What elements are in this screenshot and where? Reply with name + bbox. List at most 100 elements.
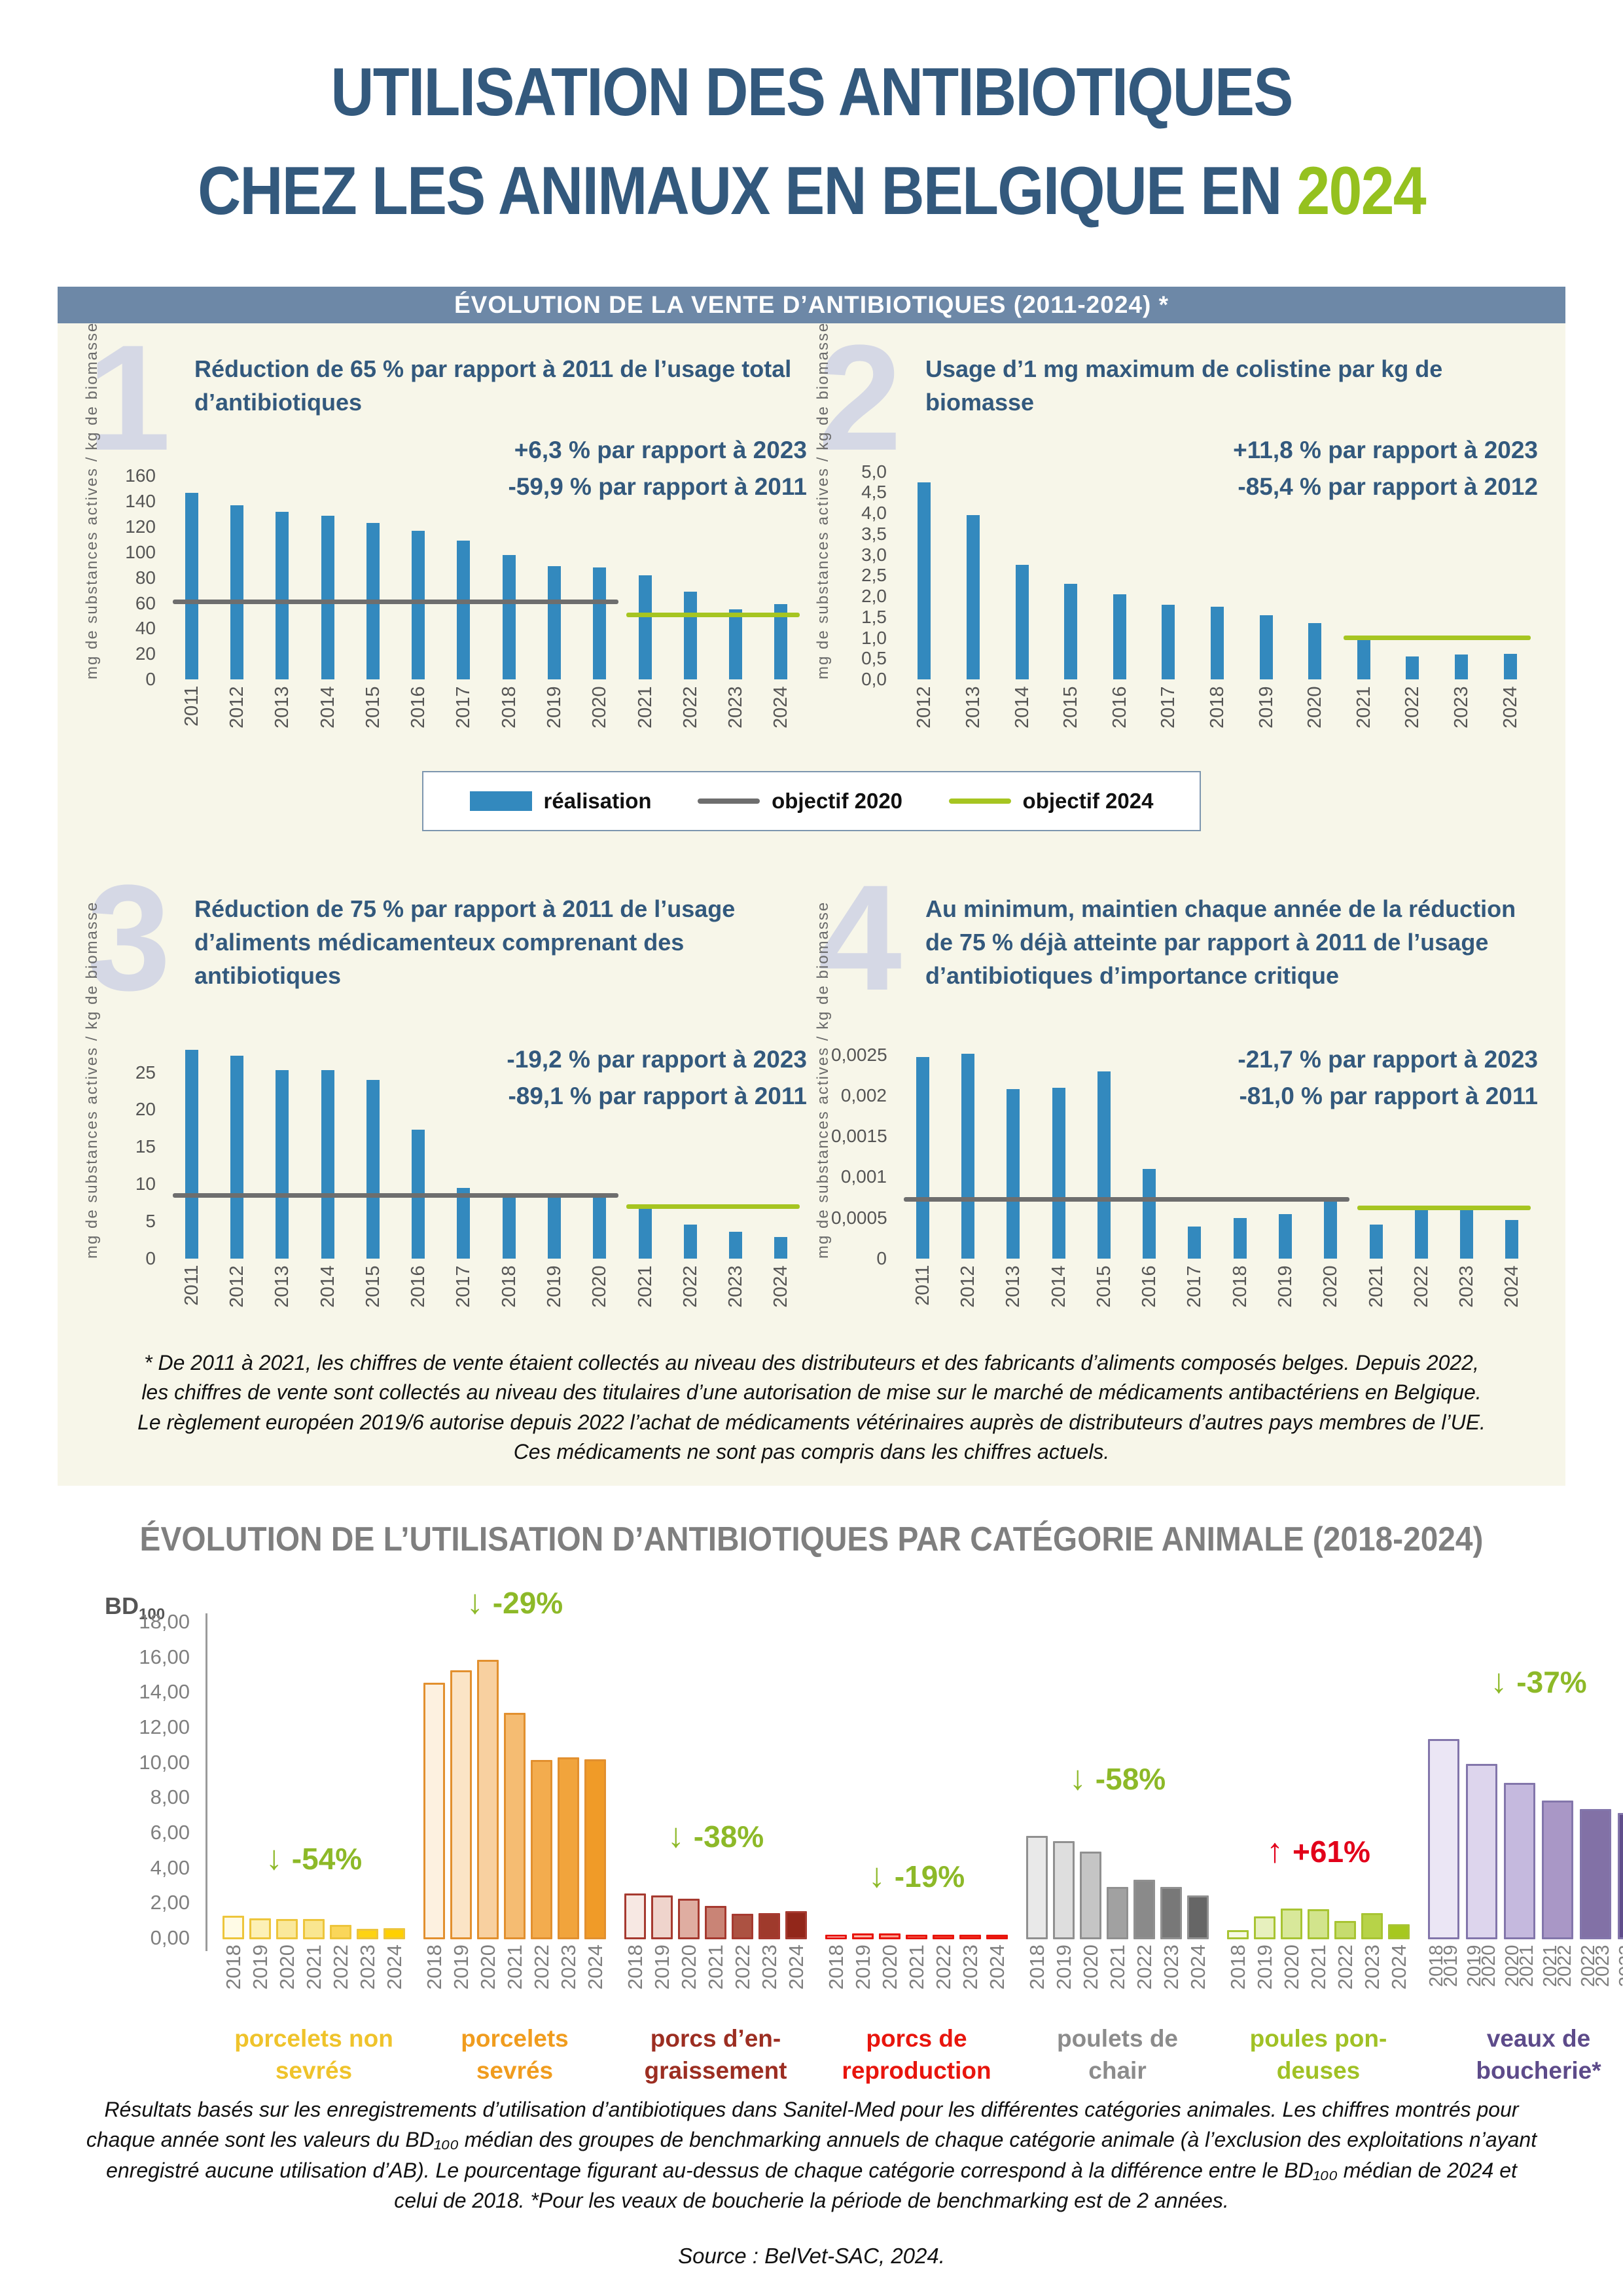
category-label-line: poulets de (1056, 2025, 1179, 2052)
chart3-annotation-line1: -19,2 % par rapport à 2023 (507, 1046, 807, 1073)
year-label-2021: 2021 (302, 1945, 325, 1990)
x-tick-2013: 2013 (962, 686, 984, 728)
y-tick-60: 60 (135, 592, 156, 613)
chart4-y-axis-label: mg de substances actives / kg de biomass… (814, 901, 832, 1259)
y-tick-0,00: 0,00 (150, 1926, 190, 1949)
bar-2016 (412, 530, 425, 679)
category-group-porcs-d-engraissement: 2018 2019 2020 2021 2022 2023 2024 ↓ -38% porcs d… (624, 1623, 808, 2084)
x-tick-2012: 2012 (957, 1265, 978, 1308)
x-tick-2016: 2016 (408, 1265, 429, 1308)
bar-veaux-de-boucherie-5 (1618, 1812, 1623, 1939)
y-tick-100: 100 (125, 541, 156, 562)
bar-porcs-de-reproduction-4 (933, 1935, 954, 1939)
x-tick-2013: 2013 (272, 1265, 293, 1308)
bar-veaux-de-boucherie-3 (1542, 1801, 1573, 1939)
bar-porcelets-non-sevr-s-2 (276, 1919, 298, 1939)
y-tick-6,00: 6,00 (150, 1821, 190, 1844)
bar-poulets-de-chair-3 (1107, 1886, 1128, 1939)
year-label-2018: 2018 (825, 1945, 847, 1990)
x-tick-2018: 2018 (1229, 1265, 1251, 1308)
year-label-pair: 2021 2022 (1540, 1945, 1575, 2013)
chart3-plot: 2011 2012 2013 2014 2015 2016 2017 2018 2019 2020… (169, 1043, 804, 1308)
bar-poulets-de-chair-1 (1053, 1840, 1075, 1939)
bar-2018 (502, 1193, 516, 1259)
x-tick-2017: 2017 (1158, 686, 1179, 728)
chart1-y-ticks: 160 140 120 100 80 60 40 20 0 (100, 463, 156, 689)
y-tick-1,5: 1,5 (861, 606, 887, 627)
x-tick-2020: 2020 (1320, 1265, 1342, 1308)
bar-porcs-de-reproduction-3 (906, 1934, 927, 1939)
bd100-sub: 100 (139, 1605, 166, 1624)
x-tick-2017: 2017 (1184, 1265, 1205, 1308)
chart-total-antibiotics: 1 Réduction de 65 % par rapport à 2011 d… (83, 322, 807, 758)
bar-2023 (1460, 1210, 1474, 1259)
category-label-line: veaux de (1486, 2025, 1591, 2052)
bar-2020 (1324, 1200, 1338, 1259)
objective-line-objectif-2020 (173, 600, 618, 605)
year-label-pair: 2022 2023 (1578, 1945, 1613, 2013)
chart4-annotation: -21,7 % par rapport à 2023 -81,0 % par r… (1238, 1041, 1538, 1114)
bar-2024 (774, 604, 788, 679)
chart3-annotation: -19,2 % par rapport à 2023 -89,1 % par r… (507, 1041, 807, 1114)
section1-header-band: ÉVOLUTION DE LA VENTE D’ANTIBIOTIQUES (2… (58, 287, 1565, 323)
y-tick-4,0: 4,0 (861, 503, 887, 524)
category-label-poulets-de-chair: poulets de chair (1057, 2023, 1178, 2087)
x-tick-2013: 2013 (1003, 1265, 1024, 1308)
bar-2011 (185, 492, 198, 679)
category-label-line: porcs de (866, 2025, 967, 2052)
year-labels-porcs-d-engraissement: 2018 2019 2020 2021 2022 2023 2024 (624, 1945, 808, 2013)
x-tick-2019: 2019 (543, 686, 565, 728)
x-tick-2023: 2023 (725, 686, 747, 728)
bar-2019 (1278, 1213, 1292, 1259)
year-label-2018: 2018 (222, 1945, 245, 1990)
bar-veaux-de-boucherie-4 (1580, 1809, 1611, 1939)
chart4-annotation-line1: -21,7 % par rapport à 2023 (1238, 1046, 1538, 1073)
chart-colistine: 2 Usage d’1 mg maximum de colistine par … (814, 322, 1538, 758)
bar-2012 (230, 1056, 243, 1259)
category-label-line: porcs d’en- (650, 2025, 781, 2052)
annotation-poulets-de-chair: ↓ -58% (1069, 1759, 1166, 1798)
category-group-poulets-de-chair: 2018 2019 2020 2021 2022 2023 2024 ↓ -58% poulets… (1026, 1623, 1209, 2084)
year-label-pair: 2020 2021 (1502, 1945, 1537, 2013)
objective-line-objectif-2024 (1357, 1206, 1531, 1211)
chart3-header: 3 Réduction de 75 % par rapport à 2011 d… (87, 853, 807, 1022)
bar-porcs-d-engraissement-4 (732, 1914, 753, 1939)
year-label-2018: 2018 (1026, 1945, 1048, 1990)
y-tick-0: 0 (145, 669, 156, 689)
bars-poulets-de-chair (1026, 1835, 1209, 1939)
year-label-2019: 2019 (1440, 1945, 1461, 1987)
bd100-axis-label: BD100 (105, 1592, 165, 1624)
year-label-2024: 2024 (383, 1945, 406, 1990)
section2-title: ÉVOLUTION DE L’UTILISATION D’ANTIBIOTIQU… (139, 1520, 1484, 1558)
bar-2024 (1503, 653, 1517, 679)
x-tick-2012: 2012 (914, 686, 935, 728)
chart3-number: 3 (87, 853, 171, 1022)
y-tick-20: 20 (135, 1099, 156, 1120)
x-tick-2016: 2016 (1139, 1265, 1160, 1308)
objective-line-objectif-2024 (626, 1204, 800, 1209)
bar-2018 (1233, 1217, 1247, 1259)
bar-porcs-d-engraissement-5 (758, 1912, 780, 1939)
year-label-2023: 2023 (557, 1945, 580, 1990)
year-label-2024: 2024 (584, 1945, 607, 1990)
x-tick-2018: 2018 (498, 1265, 520, 1308)
arrow-down-icon: ↓ (265, 1839, 283, 1877)
bars-veaux-de-boucherie (1428, 1739, 1623, 1939)
x-tick-2018: 2018 (498, 686, 520, 728)
year-label-2023: 2023 (959, 1945, 982, 1990)
bar-poules-pondeuses-3 (1308, 1909, 1329, 1939)
bar-2024 (774, 1237, 788, 1259)
category-label-line: porcelets non (234, 2025, 393, 2052)
y-tick-120: 120 (125, 516, 156, 537)
bar-2015 (1097, 1071, 1111, 1259)
objectif-2020-line-icon (698, 798, 760, 804)
bar-veaux-de-boucherie-1 (1466, 1763, 1497, 1939)
x-tick-2020: 2020 (589, 1265, 611, 1308)
x-tick-2012: 2012 (226, 1265, 247, 1308)
bar-2013 (276, 1070, 289, 1259)
x-tick-2019: 2019 (1255, 686, 1277, 728)
x-tick-2017: 2017 (453, 1265, 474, 1308)
y-tick-10,00: 10,00 (139, 1750, 190, 1774)
source-line: Source : BelVet-SAC, 2024. (678, 2244, 945, 2268)
chart4-title: Au minimum, maintien chaque année de la … (925, 895, 1516, 990)
